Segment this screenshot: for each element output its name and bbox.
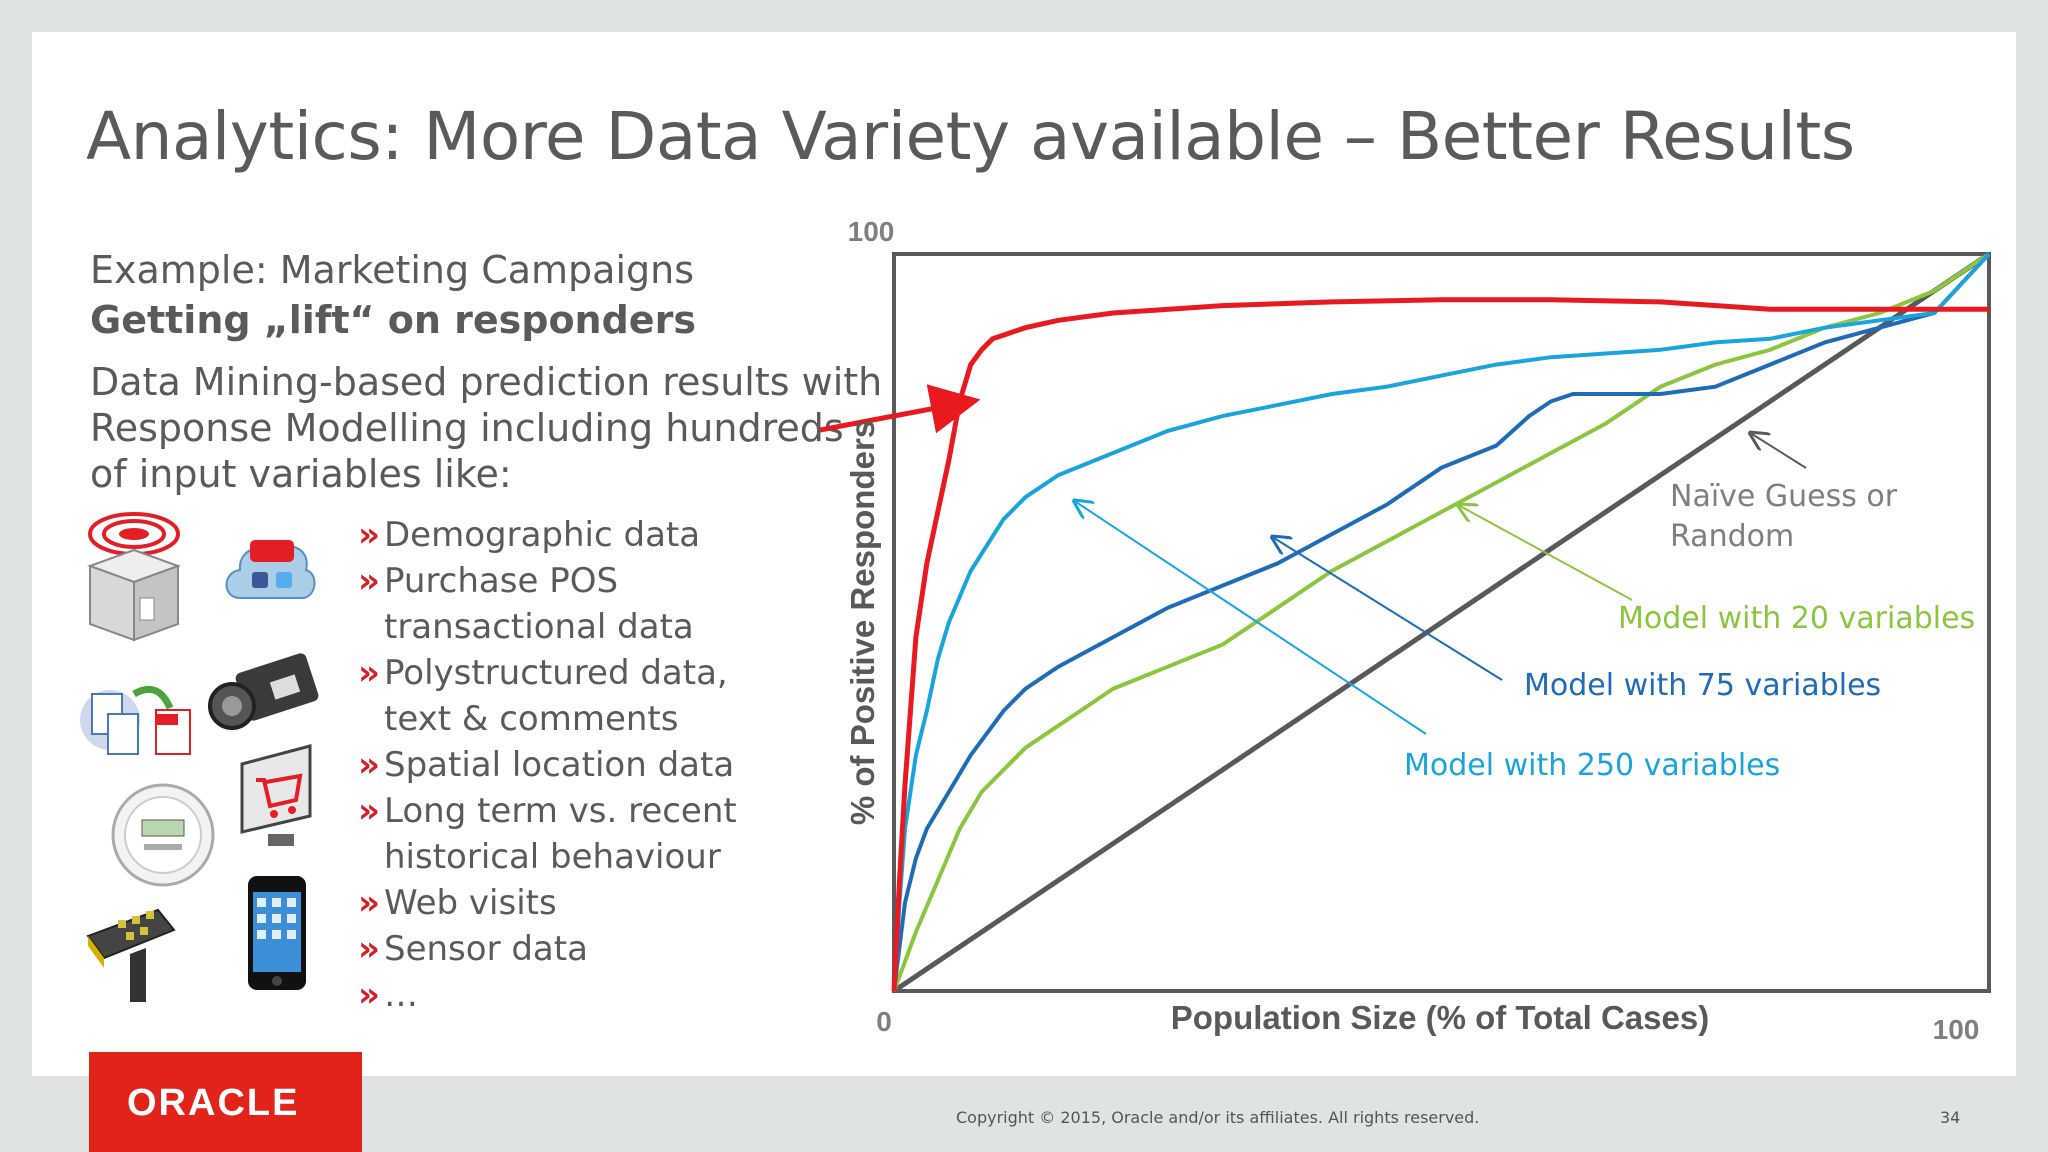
bullet-marker: » [358,929,380,969]
list-item: »… [358,972,737,1018]
list-item: » Sensor data [358,926,737,972]
list-item: » Demographic data [358,512,737,558]
slide-title: Analytics: More Data Variety available –… [86,98,1855,175]
series-line-best-model [891,297,1989,992]
bullet-marker: » [358,745,380,785]
x-axis-label: Population Size (% of Total Cases) [1171,999,1709,1036]
video-camera-icon [208,653,319,730]
bullet-text: Sensor data [384,929,588,969]
page-number: 34 [1940,1108,1961,1127]
logo-text: ORACLE [127,1082,300,1124]
list-item: » Long term vs. recent historical behavio… [358,788,737,880]
annotation-naive-line-1: Naïve Guess or [1670,479,1898,514]
intro-line-2: Getting „lift“ on responders [90,298,696,342]
oracle-logo: ORACLE [89,1052,362,1152]
intro-line-1: Example: Marketing Campaigns [90,248,695,292]
list-item: » Spatial location data [358,742,737,788]
annotation-naive-line-2: Random [1670,519,1794,554]
x-axis-tick-label: 0 [876,1006,892,1037]
copyright-text: Copyright © 2015, Oracle and/or its affi… [956,1108,1480,1127]
list-item: » Polystructured data, text & comments [358,650,737,742]
data-source-icons [78,510,338,1010]
annotation-75-variables: Model with 75 variables [1524,668,1881,703]
smartphone-icon [248,876,306,990]
series-line-naive-random [892,251,1991,994]
bullet-text: Demographic data [384,515,701,555]
documents-icon [80,685,191,755]
list-item: » Purchase POS transactional data [358,558,737,650]
bullet-text: Polystructured data, text & comments [384,653,728,739]
bullet-marker: » [358,975,380,1015]
series-line-75-variables [892,252,1991,992]
lift-chart: Naïve Guess or Random Model with 20 vari… [820,216,1991,1045]
intro-line-3: Data Mining-based prediction results wit… [90,360,883,404]
bullet-marker: » [358,561,380,601]
bullet-marker: » [358,653,380,693]
bullet-marker: » [358,883,380,923]
intro-line-5: of input variables like: [90,452,512,496]
social-cloud-icon [225,540,316,600]
barcode-scanner-icon [86,908,176,1002]
data-center-icon [87,512,181,642]
annotation-20-variables: Model with 20 variables [1618,601,1975,636]
series-line-250-variables [892,252,1991,992]
smart-meter-icon [111,783,215,887]
annotation-arrow-naive [1752,434,1807,469]
annotation-arrow-250-variables [1076,502,1427,735]
bullet-text: Spatial location data [384,745,735,785]
bullet-marker: » [358,515,380,555]
list-item: » Web visits [358,880,737,926]
shopping-cart-monitor-icon [240,744,312,846]
series-line-20-variables [892,252,1991,992]
bullet-text: Long term vs. recent historical behaviou… [384,791,737,877]
annotation-250-variables: Model with 250 variables [1404,748,1780,783]
callout-arrow [820,384,981,434]
bullet-text: Purchase POS transactional data [384,561,694,647]
bullet-text: … [384,975,418,1015]
y-axis-label: % of Positive Responders [844,420,881,825]
intro-line-4: Response Modelling including hundreds [90,406,844,450]
bullet-marker: » [358,791,380,831]
plot-frame [892,252,1991,993]
bullet-list: » Demographic data » Purchase POS transact… [358,512,737,1018]
annotation-arrow-20-variables [1460,506,1633,601]
annotation-arrow-75-variables [1274,538,1503,681]
x-axis-tick-label: 100 [1933,1014,1980,1045]
bullet-text: Web visits [384,883,557,923]
y-axis-tick-label: 100 [848,216,895,247]
